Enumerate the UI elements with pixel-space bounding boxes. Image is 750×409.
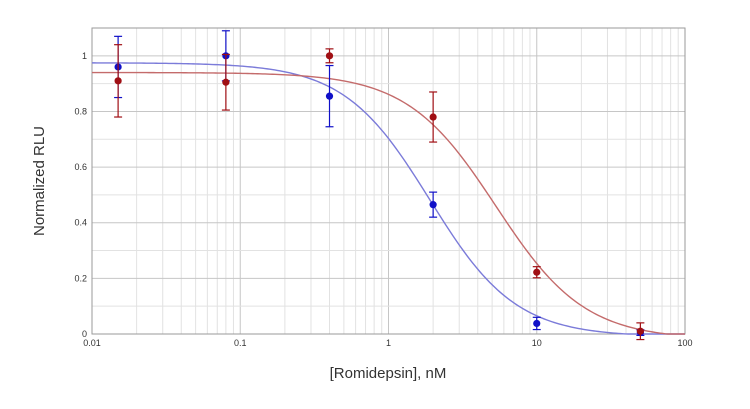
x-tick-label: 100 bbox=[677, 338, 692, 348]
data-point-2 bbox=[222, 78, 230, 86]
data-point-2 bbox=[325, 52, 334, 60]
x-tick-label: 0.1 bbox=[234, 338, 247, 348]
y-axis-title: Normalized RLU bbox=[31, 126, 48, 236]
x-tick-label: 0.01 bbox=[83, 338, 101, 348]
data-point-2 bbox=[114, 77, 122, 85]
x-tick-label: 1 bbox=[386, 338, 391, 348]
data-point-2 bbox=[429, 113, 437, 121]
y-tick-label: 0.4 bbox=[74, 218, 87, 228]
fit-curve-1 bbox=[92, 62, 685, 335]
plot-area-frame bbox=[91, 27, 686, 335]
tick-labels: 0.01 0.1 1 10 100 0 0.2 0.4 0.6 0.8 1 bbox=[74, 51, 692, 348]
x-axis-title: [Romidepsin], nM bbox=[330, 365, 447, 382]
x-tick-label: 10 bbox=[532, 338, 542, 348]
data-point-1 bbox=[429, 201, 437, 209]
fit-curve-2 bbox=[92, 71, 685, 335]
y-tick-label: 0 bbox=[82, 329, 87, 339]
data-point-1 bbox=[533, 319, 541, 328]
fit-curves bbox=[92, 62, 685, 335]
grid bbox=[92, 28, 685, 334]
data-point-2 bbox=[636, 327, 644, 335]
data-point-1 bbox=[325, 92, 334, 100]
data-point-2 bbox=[533, 268, 541, 276]
y-tick-label: 1 bbox=[82, 51, 87, 61]
y-tick-label: 0.6 bbox=[74, 162, 87, 172]
data-points bbox=[114, 30, 645, 341]
y-tick-label: 0.2 bbox=[74, 273, 87, 283]
y-tick-label: 0.8 bbox=[74, 106, 87, 116]
